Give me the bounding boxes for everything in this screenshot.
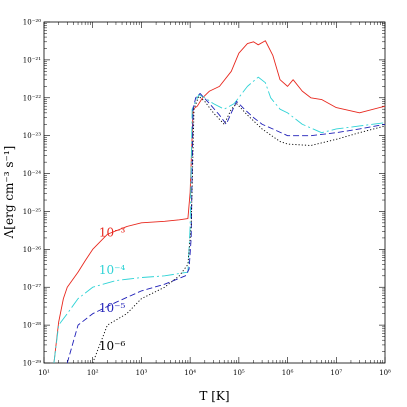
x-tick-label: 10⁶: [282, 369, 294, 377]
series-line-2: [53, 76, 386, 364]
x-tick-label: 10²: [87, 369, 99, 377]
x-tick-label: 10⁵: [233, 369, 245, 377]
series-layer: [53, 40, 386, 364]
axis-ticks: [43, 21, 386, 364]
series-label-3: 10⁻⁵: [99, 301, 126, 315]
y-tick-label: 10⁻²⁰: [23, 19, 41, 27]
series-label-4: 10⁻⁶: [99, 339, 126, 353]
x-tick-label: 10⁸: [379, 369, 391, 377]
y-tick-label: 10⁻²⁵: [23, 208, 41, 216]
y-tick-label: 10⁻²⁸: [23, 322, 41, 330]
x-tick-label: 10¹: [38, 369, 50, 377]
y-axis-label: Λ[erg cm⁻³ s⁻¹]: [2, 146, 16, 240]
series-label-1: 10⁻³: [99, 225, 126, 239]
y-tick-label: 10⁻²⁹: [23, 360, 41, 368]
x-axis-label: T [K]: [199, 389, 229, 403]
y-tick-label: 10⁻²⁴: [23, 170, 41, 178]
y-tick-label: 10⁻²¹: [23, 56, 41, 64]
series-labels: 10⁻³ 10⁻⁴ 10⁻⁵ 10⁻⁶: [99, 225, 126, 353]
tick-labels: 10¹ 10² 10³ 10⁴ 10⁵ 10⁶ 10⁷ 10⁸ 10⁻²⁹ 10⁻²⁸ 10⁻²⁷ 1…: [23, 19, 391, 378]
x-tick-label: 10³: [136, 369, 148, 377]
y-tick-label: 10⁻²⁶: [23, 246, 41, 254]
series-line-1: [53, 40, 386, 364]
x-tick-label: 10⁴: [184, 369, 196, 377]
plot-frame: [43, 21, 386, 364]
y-tick-label: 10⁻²²: [23, 94, 41, 102]
series-label-2: 10⁻⁴: [99, 263, 126, 277]
y-tick-label: 10⁻²⁷: [23, 284, 41, 292]
series-line-4: [92, 95, 386, 364]
y-tick-label: 10⁻²³: [23, 132, 41, 140]
series-line-3: [66, 93, 386, 364]
x-tick-label: 10⁷: [330, 369, 342, 377]
